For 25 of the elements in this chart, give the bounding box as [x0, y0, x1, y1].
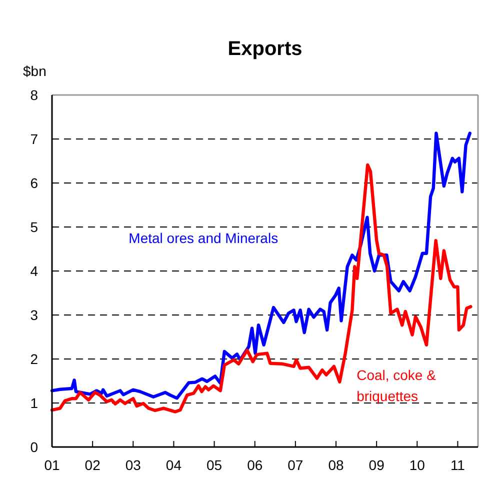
- y-tick-label: 8: [30, 87, 38, 103]
- x-tick-label: 02: [84, 457, 101, 473]
- x-tick-label: 09: [368, 457, 385, 473]
- x-tick-label: 11: [450, 457, 466, 473]
- x-tick-label: 01: [44, 457, 60, 473]
- y-tick-label: 2: [30, 351, 38, 367]
- text: Metal ores and Minerals: [128, 230, 278, 246]
- y-tick-label: 7: [30, 131, 38, 147]
- x-tick-label: 04: [166, 457, 182, 473]
- series-label: Coal, coke & briquettes: [356, 367, 437, 404]
- x-tick-label: 05: [206, 457, 222, 473]
- y-tick-label: 1: [30, 395, 38, 411]
- x-tick-label: 07: [288, 457, 304, 473]
- y-tick-label: 0: [30, 439, 38, 455]
- line-series: [50, 163, 472, 414]
- y-tick-label: 6: [30, 175, 38, 191]
- x-tick-label: 08: [328, 457, 344, 473]
- y-tick-label: 4: [30, 263, 38, 279]
- y-tick-label: 5: [30, 219, 38, 235]
- chart-title: Exports: [228, 38, 302, 60]
- x-tick-label: 03: [125, 457, 142, 473]
- y-tick-label: 3: [30, 307, 38, 323]
- x-tick-label: 06: [247, 457, 263, 473]
- x-tick-label: 10: [409, 457, 426, 473]
- y-axis-title: $bn: [23, 63, 46, 79]
